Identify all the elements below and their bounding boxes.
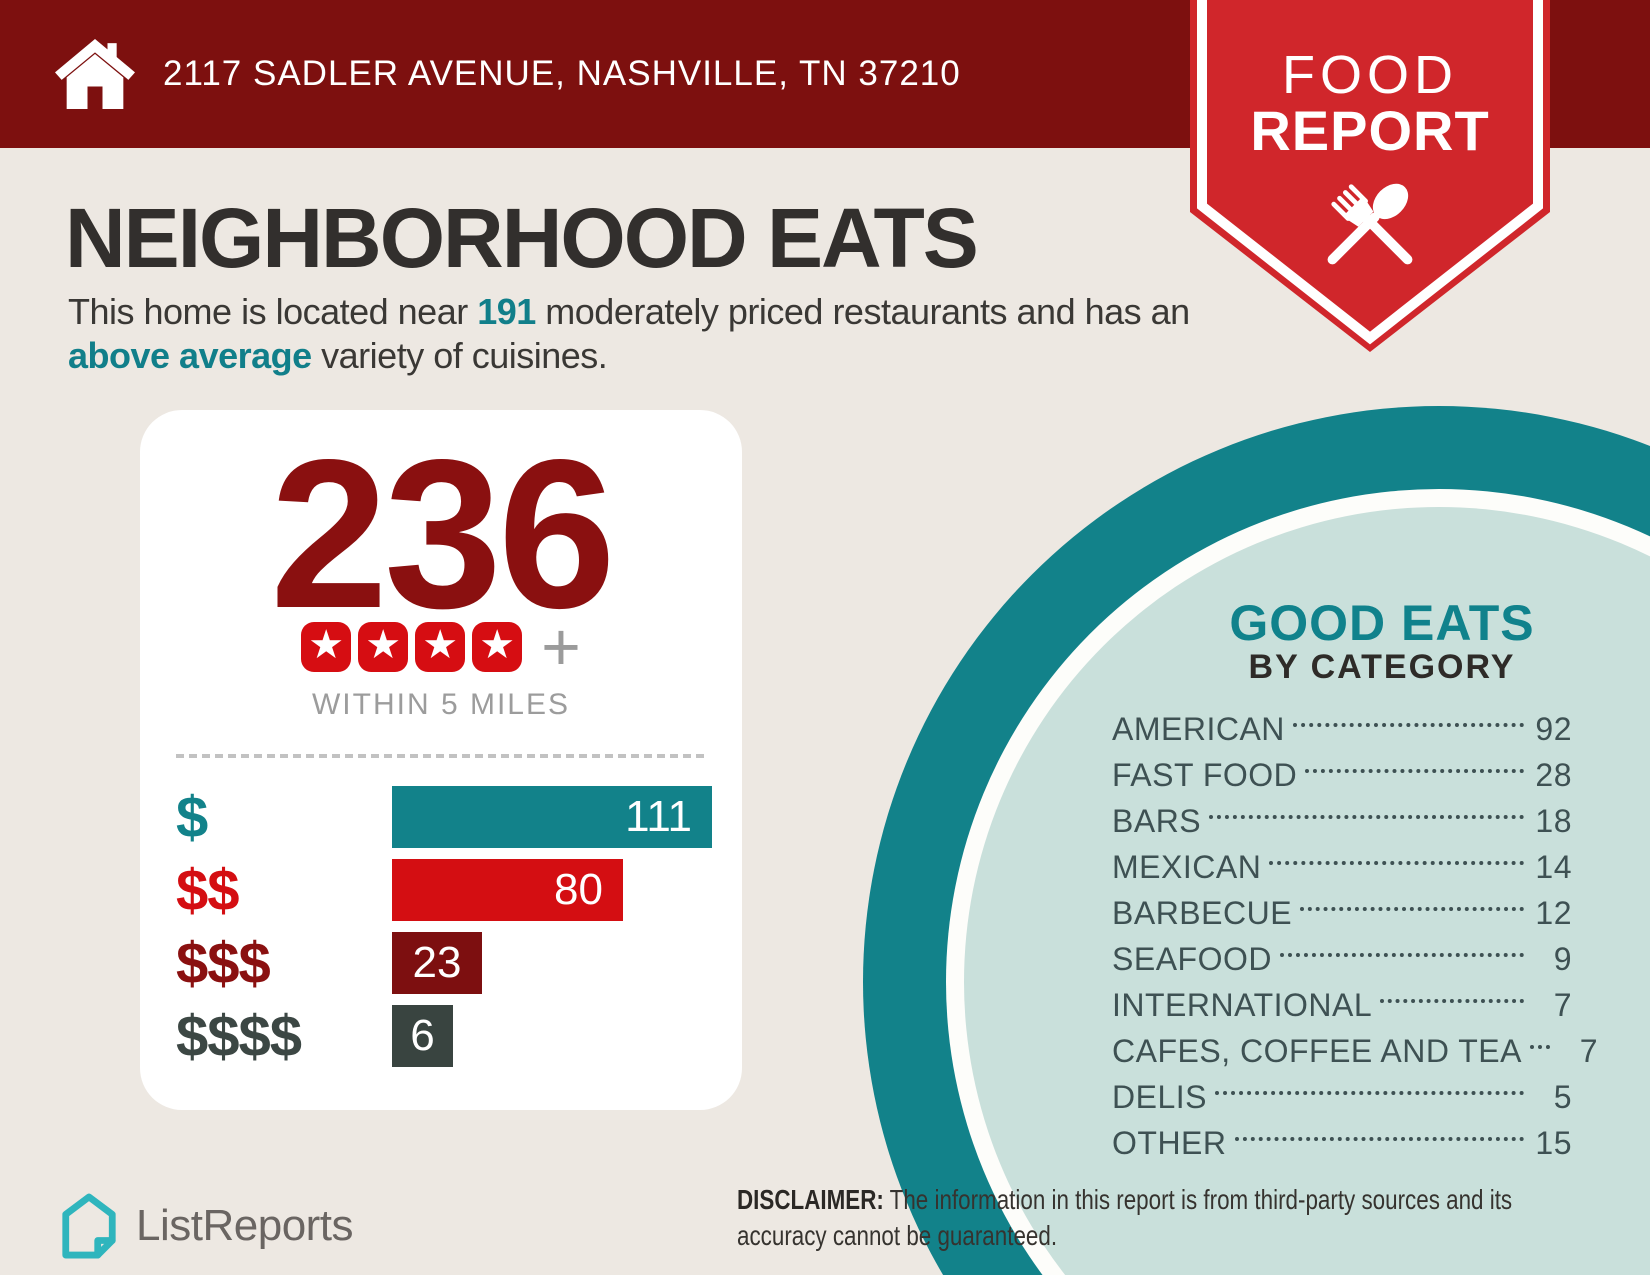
- radius-label: WITHIN 5 MILES: [311, 688, 571, 721]
- category-label: OTHER: [1112, 1124, 1227, 1161]
- food-report-badge: FOOD REPORT: [1190, 0, 1550, 352]
- rating-stars-row: ★ ★ ★ ★ +: [140, 609, 742, 685]
- dotted-leader: [1305, 769, 1524, 773]
- ribbon-shape: [1190, 0, 1550, 352]
- dashed-divider: [176, 754, 706, 758]
- dotted-leader: [1269, 861, 1524, 865]
- price-tier-bar: 80: [392, 859, 623, 921]
- subtitle-text-3: variety of cuisines.: [311, 335, 608, 376]
- price-tier-bar-chart: $111 $$ 80 $$$ 23 $$$$ 6: [176, 784, 712, 1069]
- rating-plus-icon: +: [541, 609, 581, 685]
- category-count: 7: [1553, 986, 1572, 1023]
- restaurant-stats-card: 236 ★ ★ ★ ★ + WITHIN 5 MILES $111 $$ 80 $$$ 23 $$…: [140, 410, 742, 1110]
- category-count: 12: [1535, 894, 1572, 931]
- category-label: CAFES, COFFEE AND TEA: [1112, 1032, 1522, 1069]
- category-row: OTHER 15: [1112, 1120, 1572, 1166]
- category-row: DELIS 5: [1112, 1074, 1572, 1120]
- disclaimer-label: DISCLAIMER:: [737, 1184, 884, 1215]
- listreports-logo: ListReports: [58, 1192, 354, 1260]
- good-eats-title: GOOD EATS: [1229, 595, 1535, 651]
- category-label: BARS: [1112, 802, 1202, 839]
- disclaimer-text-2: accuracy cannot be guaranteed.: [737, 1220, 1058, 1251]
- price-tier-bar: 111: [392, 786, 712, 848]
- price-tier-label: $$$: [176, 930, 271, 996]
- badge-title-line1: FOOD: [1282, 45, 1458, 105]
- category-label: AMERICAN: [1112, 710, 1285, 747]
- disclaimer-text-1: The information in this report is from t…: [883, 1184, 1513, 1215]
- dotted-leader: [1214, 1091, 1524, 1095]
- price-tier-row: $111: [176, 784, 712, 850]
- price-tier-label: $$$$: [176, 1003, 302, 1069]
- category-count: 14: [1535, 848, 1572, 885]
- disclaimer-line-1: DISCLAIMER: The information in this repo…: [737, 1182, 1649, 1218]
- category-row: SEAFOOD 9: [1112, 936, 1572, 982]
- spoon-fork-icon: [1327, 183, 1413, 265]
- good-eats-subtitle: BY CATEGORY: [1248, 648, 1516, 686]
- price-tier-label: $$: [176, 857, 240, 923]
- rating-star-icon: ★: [301, 622, 352, 672]
- category-row: INTERNATIONAL 7: [1112, 982, 1572, 1028]
- price-tier-bar: 23: [392, 932, 482, 994]
- home-icon: [55, 39, 135, 109]
- category-count: 5: [1553, 1078, 1572, 1115]
- subtitle-text-1: This home is located near: [68, 291, 478, 332]
- category-list: AMERICAN 92 FAST FOOD 28 BARS 18 MEXICAN 14 BARB…: [1112, 706, 1597, 1166]
- subtitle-text-2: moderately priced restaurants and has an: [535, 291, 1190, 332]
- category-count: 15: [1535, 1124, 1572, 1161]
- total-restaurants-count: 236: [270, 415, 616, 652]
- category-count: 18: [1535, 802, 1572, 839]
- disclaimer: DISCLAIMER: The information in this repo…: [737, 1182, 1649, 1254]
- price-tier-bar: 6: [392, 1005, 453, 1067]
- category-count: 9: [1553, 940, 1572, 977]
- category-row: CAFES, COFFEE AND TEA 7: [1112, 1028, 1597, 1074]
- property-address: 2117 SADLER AVENUE, NASHVILLE, TN 37210: [163, 54, 961, 93]
- page-subtitle: This home is located near 191 moderately…: [68, 290, 1248, 378]
- price-tier-row: $$ 80: [176, 857, 712, 923]
- subtitle-highlight-count: 191: [477, 291, 536, 332]
- price-tier-row: $$$$ 6: [176, 1003, 712, 1069]
- category-row: FAST FOOD 28: [1112, 752, 1572, 798]
- category-label: FAST FOOD: [1112, 756, 1298, 793]
- price-tier-label: $: [176, 784, 208, 850]
- listreports-house-icon: [62, 1193, 116, 1259]
- rating-star-icon: ★: [472, 622, 523, 672]
- price-tier-row: $$$ 23: [176, 930, 712, 996]
- page-title: NEIGHBORHOOD EATS: [65, 191, 979, 285]
- dotted-leader: [1529, 1045, 1550, 1049]
- category-row: BARS 18: [1112, 798, 1572, 844]
- dotted-leader: [1300, 907, 1524, 911]
- category-label: DELIS: [1112, 1078, 1207, 1115]
- rating-star-icon: ★: [415, 622, 466, 672]
- category-row: AMERICAN 92: [1112, 706, 1572, 752]
- dotted-leader: [1380, 999, 1524, 1003]
- rating-star-icon: ★: [358, 622, 409, 672]
- dotted-leader: [1209, 815, 1524, 819]
- category-row: MEXICAN 14: [1112, 844, 1572, 890]
- dotted-leader: [1279, 953, 1524, 957]
- category-label: MEXICAN: [1112, 848, 1262, 885]
- category-count: 92: [1535, 710, 1572, 747]
- category-count: 7: [1579, 1032, 1598, 1069]
- badge-title-line2: REPORT: [1250, 99, 1490, 162]
- category-row: BARBECUE 12: [1112, 890, 1572, 936]
- dotted-leader: [1292, 723, 1524, 727]
- dotted-leader: [1234, 1137, 1524, 1141]
- category-label: BARBECUE: [1112, 894, 1293, 931]
- category-label: INTERNATIONAL: [1112, 986, 1373, 1023]
- brand-name: ListReports: [136, 1201, 354, 1250]
- disclaimer-line-2: accuracy cannot be guaranteed.: [737, 1218, 1649, 1254]
- subtitle-highlight-variety: above average: [68, 335, 312, 376]
- category-label: SEAFOOD: [1112, 940, 1272, 977]
- category-count: 28: [1535, 756, 1572, 793]
